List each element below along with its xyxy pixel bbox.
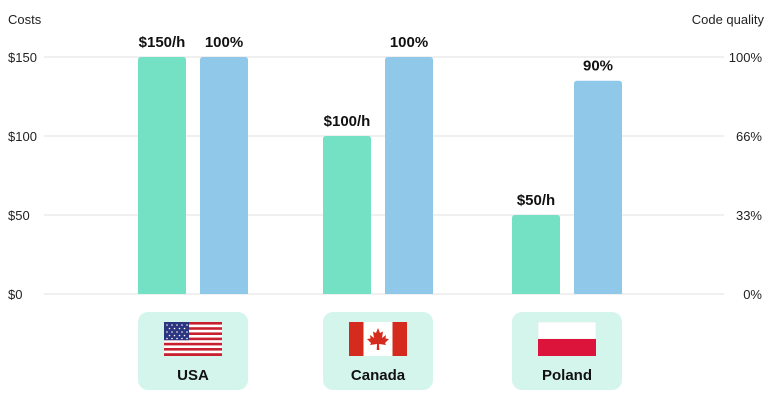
- left-axis-tick-label: $50: [8, 208, 30, 223]
- right-axis-title: Code quality: [692, 12, 765, 27]
- right-axis-tick-label: 100%: [729, 50, 763, 65]
- right-axis-tick-label: 33%: [736, 208, 762, 223]
- data-label-quality-canada: 100%: [390, 34, 428, 51]
- left-axis-tick-label: $100: [8, 129, 37, 144]
- left-axis-title: Costs: [8, 12, 42, 27]
- bar-cost-poland: [512, 215, 560, 294]
- data-label-cost-poland: $50/h: [517, 192, 555, 209]
- cost-quality-chart: Costs Code quality $0 0% $50 33% $100 66% $150…: [8, 12, 765, 300]
- canada-flag-icon: [349, 322, 407, 356]
- country-label-poland: Poland: [541, 367, 592, 384]
- bar-cost-canada: [323, 136, 371, 294]
- country-card-poland: Poland: [512, 312, 622, 390]
- bar-cost-usa: [138, 57, 186, 294]
- data-label-cost-canada: $100/h: [324, 113, 371, 130]
- left-axis-tick-label: $150: [8, 50, 37, 65]
- left-axis-tick-label: $0: [8, 287, 22, 300]
- bar-quality-canada: [385, 57, 433, 294]
- country-label-canada: Canada: [350, 367, 406, 384]
- poland-flag-icon: [538, 322, 596, 356]
- right-axis-tick-label: 66%: [736, 129, 762, 144]
- data-label-cost-usa: $150/h: [139, 34, 186, 51]
- bar-quality-poland: [574, 80, 622, 294]
- country-card-usa: USA: [138, 312, 248, 390]
- data-label-quality-poland: 90%: [583, 58, 613, 75]
- right-axis-tick-label: 0%: [743, 287, 762, 300]
- bar-quality-usa: [200, 57, 248, 294]
- usa-flag-icon: [164, 322, 222, 356]
- data-label-quality-usa: 100%: [205, 34, 243, 51]
- country-label-usa: USA: [177, 367, 209, 384]
- country-card-canada: Canada: [323, 312, 433, 390]
